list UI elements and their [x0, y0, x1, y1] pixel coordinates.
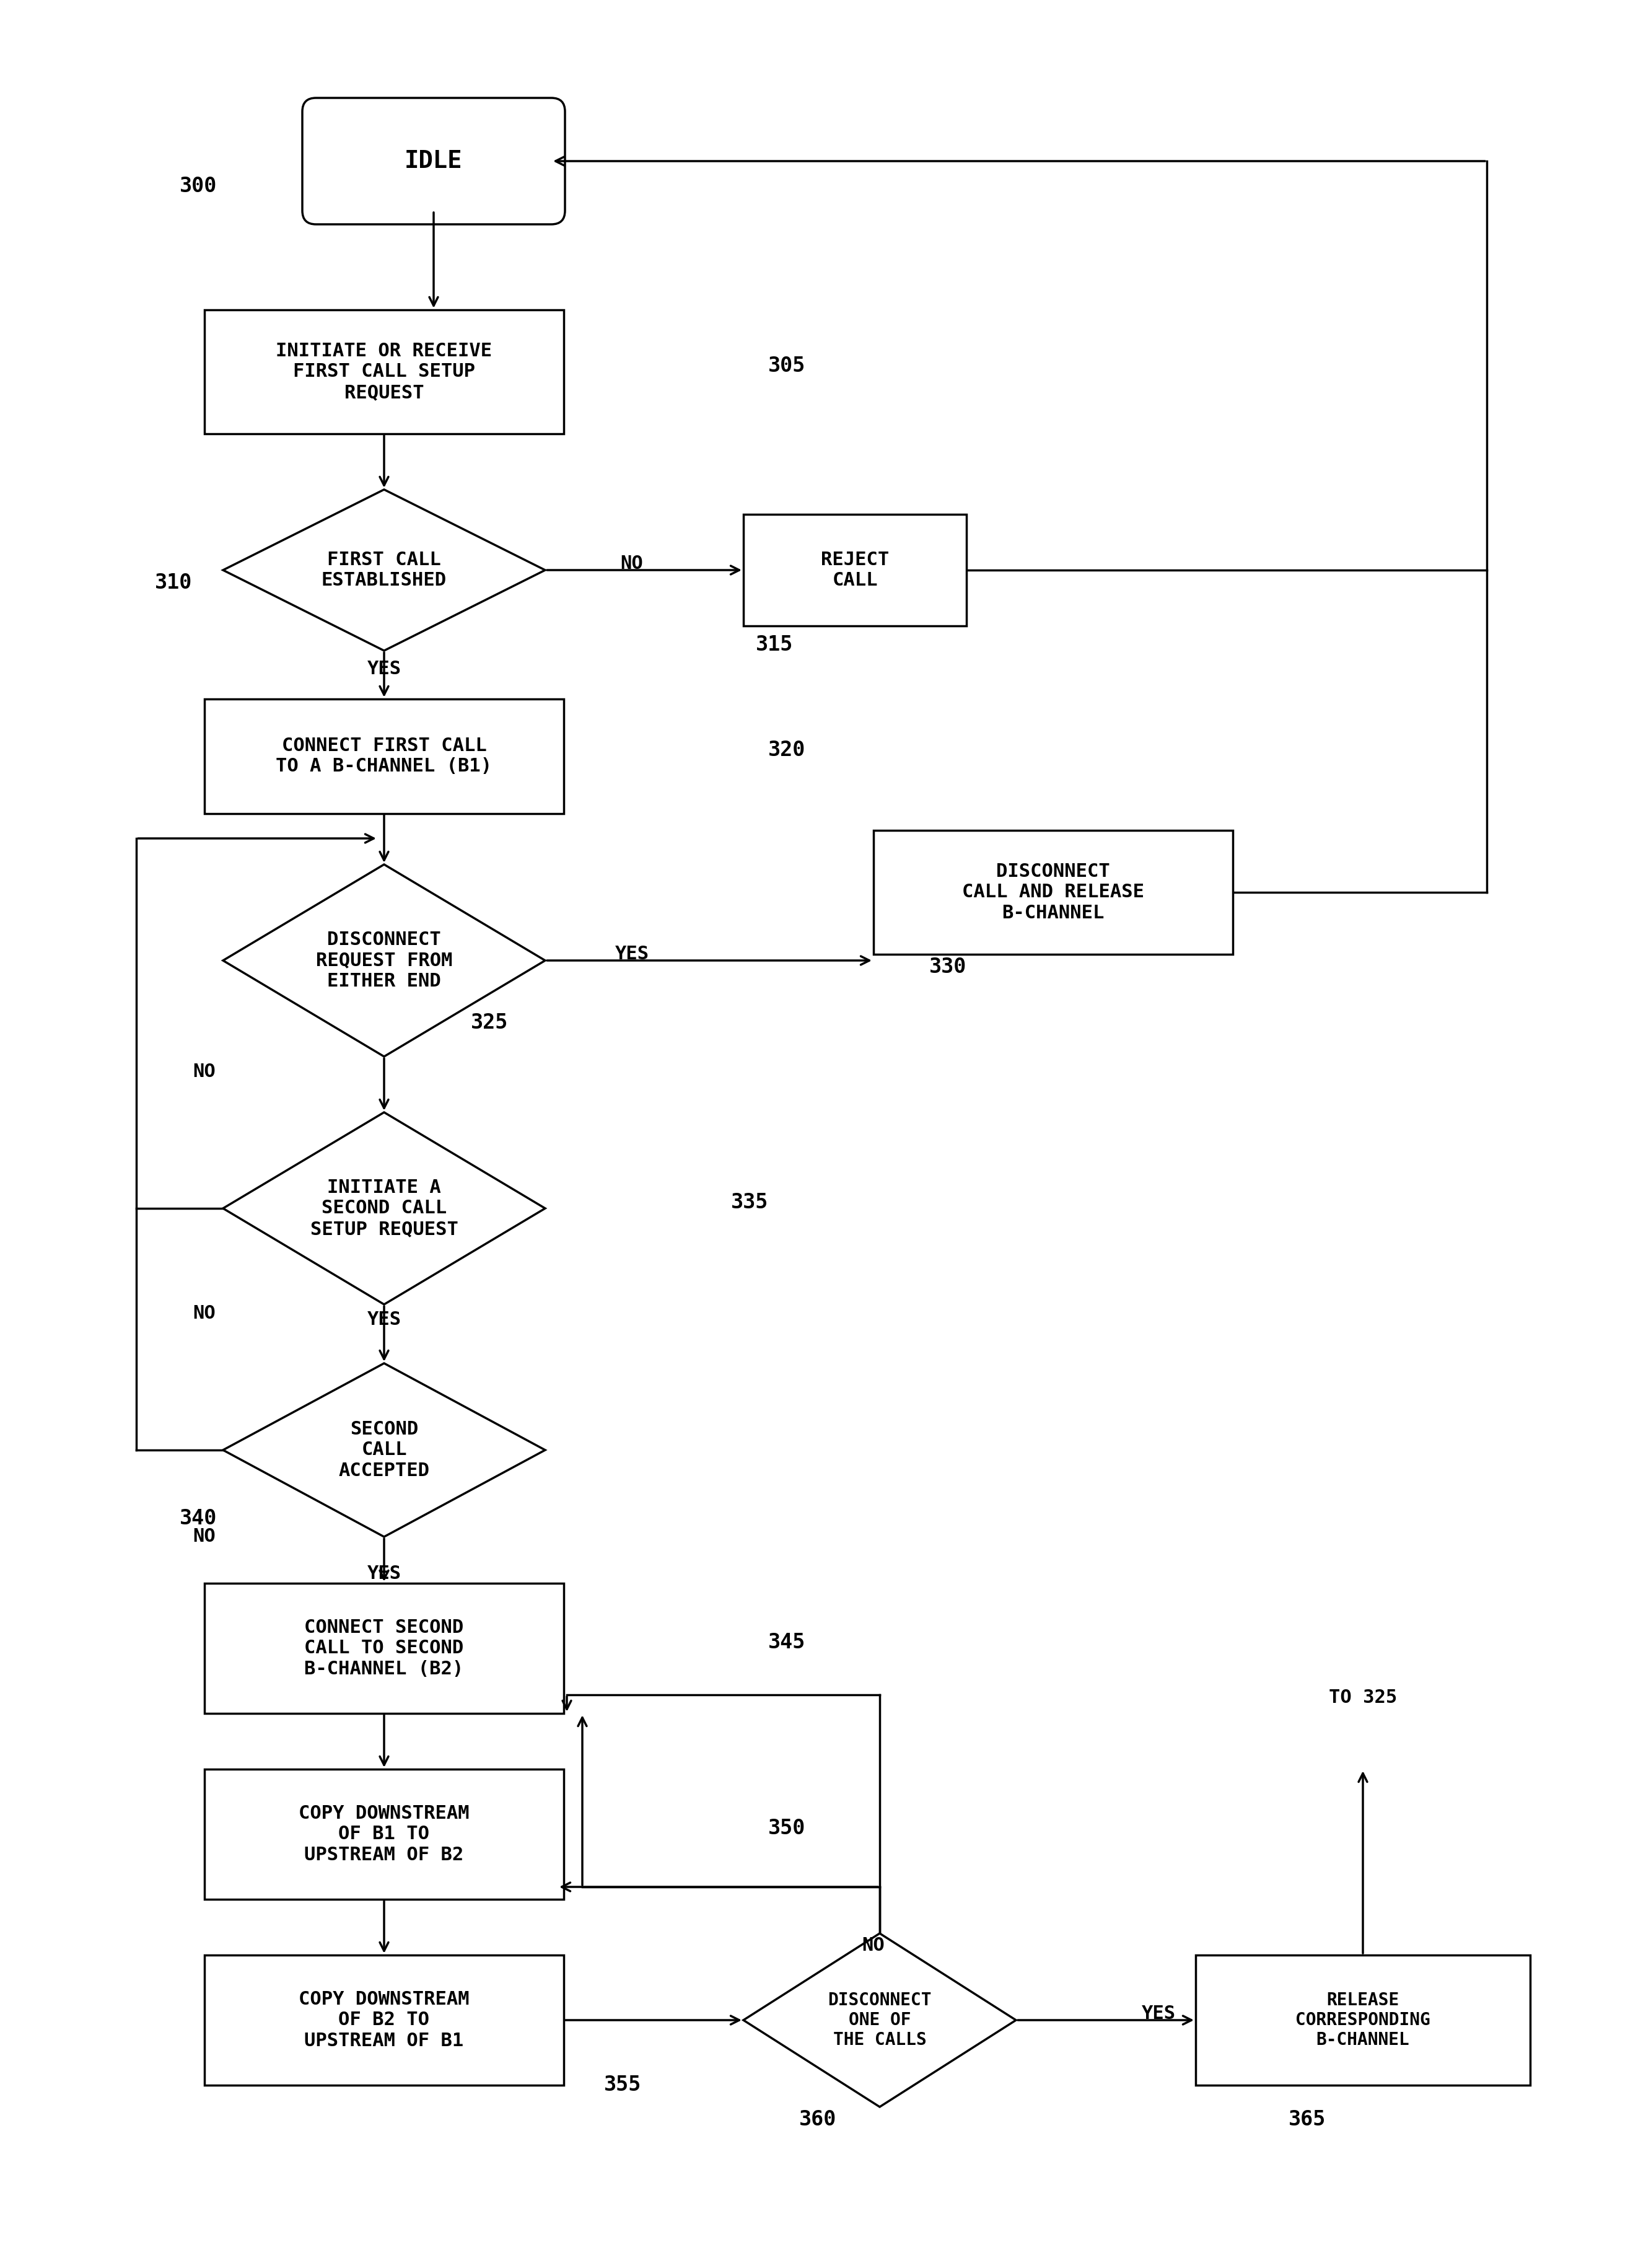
Text: YES: YES — [367, 660, 402, 678]
Bar — [1195, 1955, 1530, 2084]
Text: YES: YES — [367, 1565, 402, 1583]
Text: NO: NO — [193, 1304, 216, 1322]
Text: COPY DOWNSTREAM
OF B2 TO
UPSTREAM OF B1: COPY DOWNSTREAM OF B2 TO UPSTREAM OF B1 — [299, 1991, 469, 2050]
Bar — [204, 1955, 563, 2084]
Bar — [204, 1583, 563, 1712]
Text: 340: 340 — [180, 1508, 217, 1529]
Bar — [204, 699, 563, 814]
Text: 365: 365 — [1288, 2109, 1326, 2130]
Text: 310: 310 — [155, 572, 193, 592]
Text: SECOND
CALL
ACCEPTED: SECOND CALL ACCEPTED — [338, 1420, 429, 1479]
Text: INITIATE OR RECEIVE
FIRST CALL SETUP
REQUEST: INITIATE OR RECEIVE FIRST CALL SETUP REQ… — [276, 342, 492, 401]
Text: 300: 300 — [180, 175, 217, 195]
Text: DISCONNECT
CALL AND RELEASE
B-CHANNEL: DISCONNECT CALL AND RELEASE B-CHANNEL — [962, 862, 1145, 923]
Text: COPY DOWNSTREAM
OF B1 TO
UPSTREAM OF B2: COPY DOWNSTREAM OF B1 TO UPSTREAM OF B2 — [299, 1805, 469, 1864]
Text: 350: 350 — [768, 1819, 805, 1839]
Text: DISCONNECT
ONE OF
THE CALLS: DISCONNECT ONE OF THE CALLS — [828, 1991, 931, 2048]
Text: INITIATE A
SECOND CALL
SETUP REQUEST: INITIATE A SECOND CALL SETUP REQUEST — [310, 1179, 459, 1238]
Text: 305: 305 — [768, 356, 805, 376]
Text: 335: 335 — [732, 1193, 769, 1213]
Text: REJECT
CALL: REJECT CALL — [821, 551, 888, 590]
Text: FIRST CALL
ESTABLISHED: FIRST CALL ESTABLISHED — [322, 551, 447, 590]
Text: CONNECT FIRST CALL
TO A B-CHANNEL (B1): CONNECT FIRST CALL TO A B-CHANNEL (B1) — [276, 737, 492, 776]
Text: NO: NO — [193, 1064, 216, 1082]
Bar — [874, 830, 1233, 955]
Text: 325: 325 — [470, 1012, 508, 1032]
Text: NO: NO — [862, 1937, 885, 1955]
Polygon shape — [224, 864, 545, 1057]
Text: YES: YES — [367, 1311, 402, 1329]
Text: CONNECT SECOND
CALL TO SECOND
B-CHANNEL (B2): CONNECT SECOND CALL TO SECOND B-CHANNEL … — [304, 1619, 464, 1678]
Text: 320: 320 — [768, 739, 805, 760]
Polygon shape — [224, 1111, 545, 1304]
Text: NO: NO — [621, 556, 643, 574]
Polygon shape — [224, 1363, 545, 1538]
FancyBboxPatch shape — [302, 98, 565, 225]
Text: DISCONNECT
REQUEST FROM
EITHER END: DISCONNECT REQUEST FROM EITHER END — [315, 930, 452, 991]
Text: YES: YES — [1141, 2005, 1176, 2023]
Text: 345: 345 — [768, 1633, 805, 1653]
Text: 330: 330 — [929, 957, 967, 978]
Text: 360: 360 — [799, 2109, 836, 2130]
Text: YES: YES — [614, 946, 648, 964]
Text: IDLE: IDLE — [405, 150, 462, 172]
Bar — [204, 311, 563, 433]
Text: TO 325: TO 325 — [1329, 1690, 1398, 1708]
Polygon shape — [743, 1932, 1016, 2107]
Bar — [743, 515, 967, 626]
Text: RELEASE
CORRESPONDING
B-CHANNEL: RELEASE CORRESPONDING B-CHANNEL — [1295, 1991, 1431, 2048]
Bar — [204, 1769, 563, 1898]
Polygon shape — [224, 490, 545, 651]
Text: 315: 315 — [756, 635, 794, 655]
Text: 355: 355 — [604, 2075, 642, 2096]
Text: NO: NO — [193, 1529, 216, 1547]
